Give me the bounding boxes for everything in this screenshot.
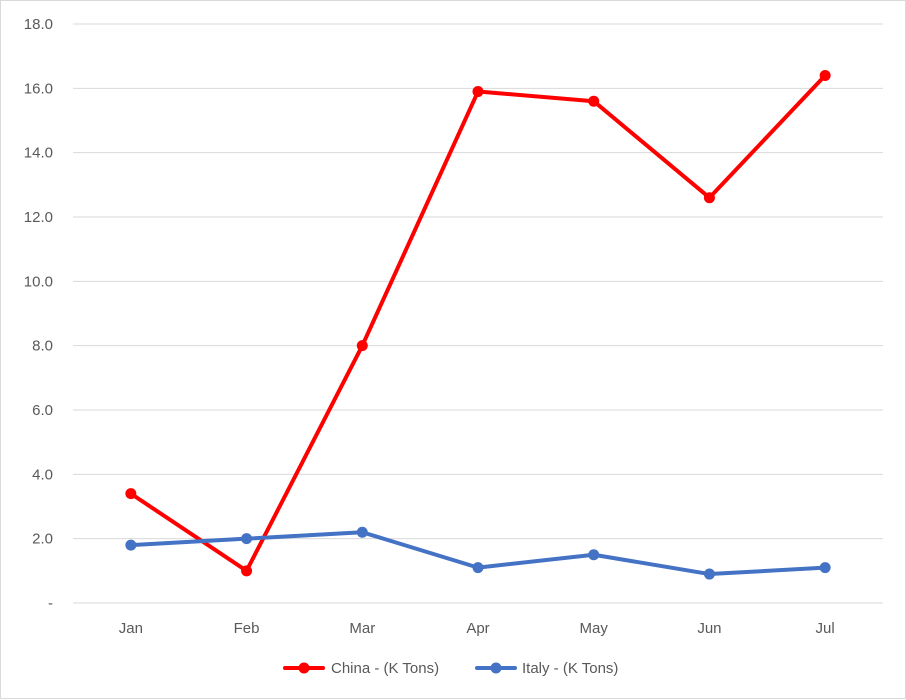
legend-swatch-marker: [490, 662, 502, 674]
data-point: [703, 192, 715, 204]
legend: China - (K Tons) Italy - (K Tons): [283, 660, 618, 677]
legend-label: China - (K Tons): [331, 660, 439, 677]
series-line: [128, 73, 828, 573]
x-tick-label: May: [580, 620, 609, 637]
series-0: [125, 69, 831, 577]
data-point: [125, 488, 137, 500]
y-tick-label: 10.0: [24, 273, 53, 290]
series-lines: [125, 69, 831, 580]
series-1: [125, 526, 831, 580]
x-tick-label: Jun: [697, 620, 721, 637]
x-axis-ticks: Jan Feb Mar Apr May Jun Jul: [119, 620, 835, 637]
data-point: [356, 340, 368, 352]
legend-entry: China - (K Tons): [283, 660, 439, 677]
x-tick-label: Jul: [816, 620, 835, 637]
x-tick-label: Jan: [119, 620, 143, 637]
y-tick-label: 8.0: [32, 338, 53, 355]
y-tick-label: 14.0: [24, 145, 53, 162]
legend-label: Italy - (K Tons): [522, 660, 618, 677]
x-tick-label: Mar: [349, 620, 375, 637]
data-point: [241, 533, 253, 545]
data-point: [125, 539, 137, 551]
data-point: [356, 526, 368, 538]
data-point: [241, 565, 253, 577]
y-tick-label: 4.0: [32, 466, 53, 483]
data-point: [819, 562, 831, 574]
x-tick-label: Feb: [234, 620, 260, 637]
data-point: [819, 69, 831, 81]
y-axis-ticks: - 2.0 4.0 6.0 8.0 10.0 12.0 14.0 16.0 18.0: [24, 16, 53, 612]
gridlines: [73, 23, 883, 604]
legend-entry: Italy - (K Tons): [475, 660, 618, 677]
legend-swatch-marker: [298, 662, 310, 674]
y-tick-label: -: [48, 595, 53, 612]
data-point: [472, 86, 484, 98]
data-point: [588, 549, 600, 561]
y-tick-label: 18.0: [24, 16, 53, 33]
y-tick-label: 16.0: [24, 80, 53, 97]
data-point: [472, 562, 484, 574]
x-tick-label: Apr: [466, 620, 489, 637]
y-tick-label: 6.0: [32, 402, 53, 419]
y-tick-label: 12.0: [24, 209, 53, 226]
data-point: [588, 95, 600, 107]
y-tick-label: 2.0: [32, 531, 53, 548]
data-point: [703, 568, 715, 580]
